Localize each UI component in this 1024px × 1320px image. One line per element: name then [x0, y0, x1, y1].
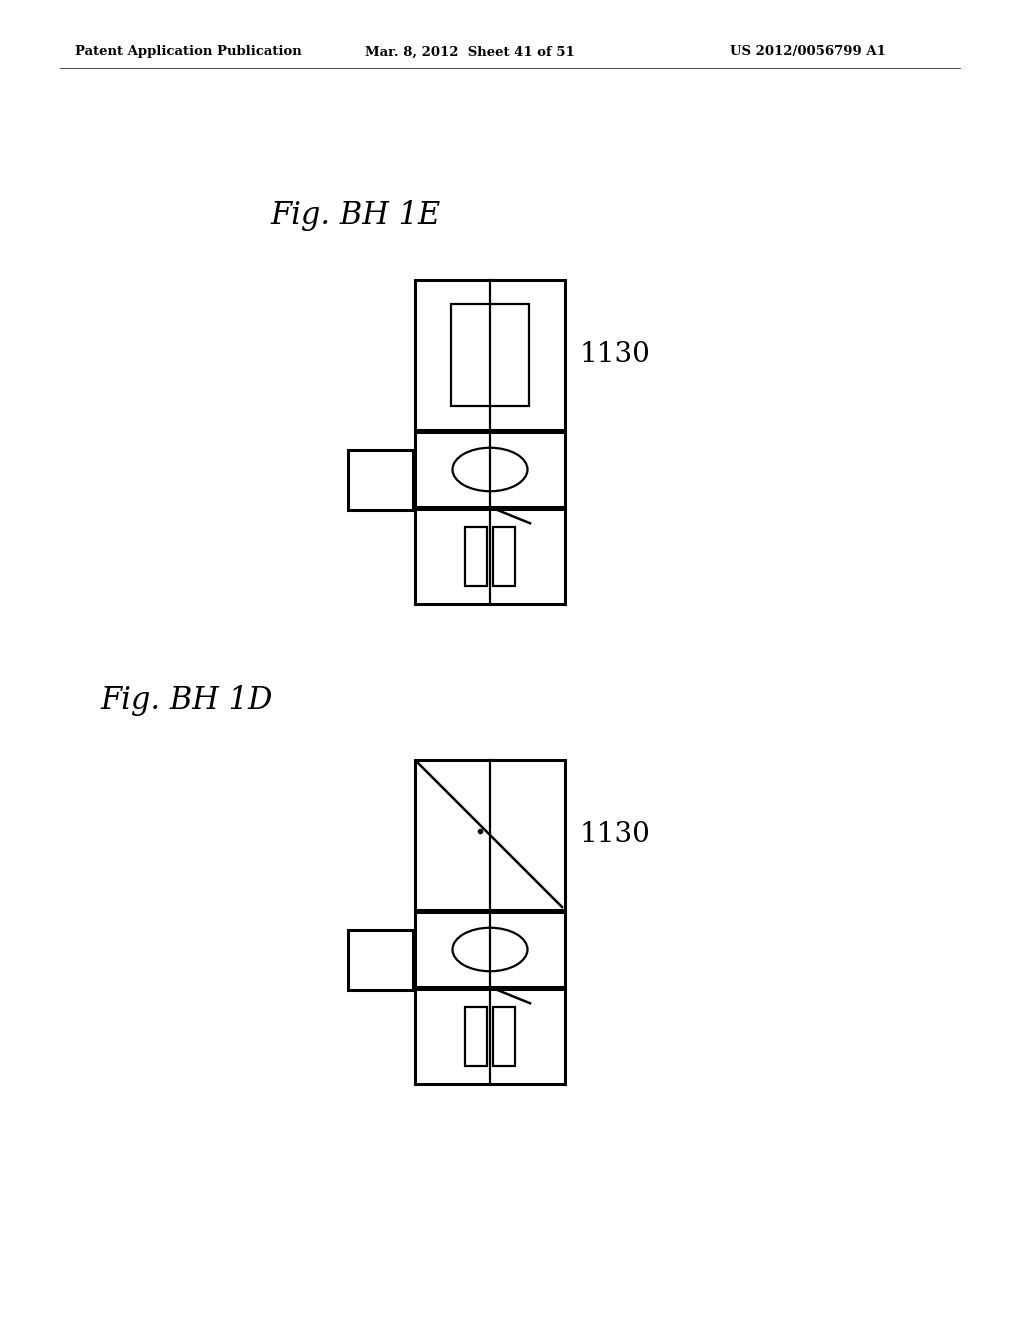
Text: Patent Application Publication: Patent Application Publication	[75, 45, 302, 58]
Bar	[493, 527, 515, 586]
Bar	[415, 989, 565, 1084]
Text: US 2012/0056799 A1: US 2012/0056799 A1	[730, 45, 886, 58]
Bar	[465, 527, 487, 586]
Bar	[451, 304, 529, 407]
Ellipse shape	[453, 447, 527, 491]
Bar	[415, 510, 565, 605]
Bar	[415, 912, 565, 987]
Bar	[415, 760, 565, 909]
Bar	[415, 280, 565, 430]
Text: Fig. BH 1D: Fig. BH 1D	[100, 685, 272, 715]
Ellipse shape	[453, 928, 527, 972]
Bar	[348, 929, 413, 990]
Bar	[465, 1007, 487, 1067]
Bar	[348, 450, 413, 510]
Text: 1130: 1130	[580, 342, 651, 368]
Text: 1130: 1130	[580, 821, 651, 849]
Bar	[493, 1007, 515, 1067]
Text: Mar. 8, 2012  Sheet 41 of 51: Mar. 8, 2012 Sheet 41 of 51	[365, 45, 574, 58]
Bar	[415, 432, 565, 507]
Text: Fig. BH 1E: Fig. BH 1E	[270, 201, 440, 231]
